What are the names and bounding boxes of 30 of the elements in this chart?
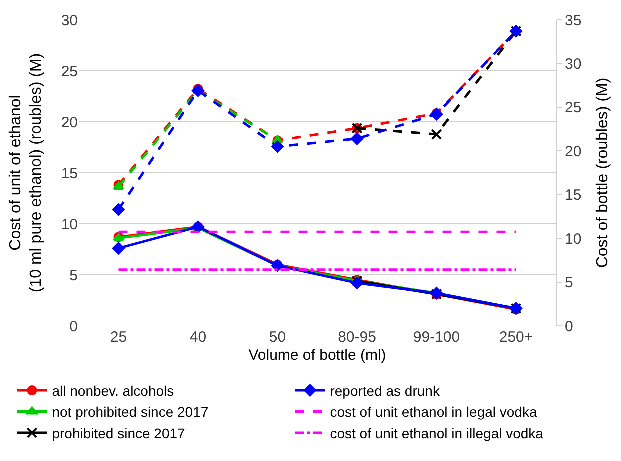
x-tick-label: 99-100 (413, 329, 460, 346)
legend-label: all nonbev. alcohols (52, 383, 174, 400)
y-tick-label: 30 (61, 12, 78, 30)
legend-label: cost of unit ethanol in legal vodka (330, 404, 538, 420)
x-tick-label: 50 (269, 329, 286, 346)
x-tick-label: 80-95 (338, 329, 376, 346)
y-tick-label: 0 (70, 318, 78, 336)
y-tick-label: 20 (61, 114, 78, 132)
legend-label: prohibited since 2017 (52, 425, 186, 442)
y2-tick-label: 15 (565, 187, 582, 204)
legend-label: reported as drunk (330, 383, 441, 400)
y2-tick-label: 30 (565, 56, 582, 73)
y2-tick-label: 35 (565, 12, 582, 30)
x-tick-label: 25 (110, 329, 128, 346)
legend-label: not prohibited since 2017 (52, 404, 209, 420)
x-axis-title: Volume of bottle (ml) (248, 347, 386, 364)
x-tick-label: 40 (190, 329, 207, 346)
legend-label: cost of unit ethanol in illegal vodka (330, 425, 544, 442)
y2-tick-label: 5 (565, 274, 574, 292)
y-axis-title: Cost of unit of ethanol (10 ml pure ethanol) (roubles) (M) (7, 53, 46, 293)
y2-axis-title: Cost of bottle (roubles) (M) (594, 78, 612, 268)
y2-tick-label: 10 (565, 230, 582, 248)
y-tick-label: 15 (61, 165, 78, 182)
y2-tick-label: 25 (565, 100, 582, 117)
x-tick-label: 250+ (499, 329, 534, 346)
y-tick-label: 5 (70, 267, 78, 284)
y2-tick-label: 0 (565, 318, 574, 336)
y2-tick-label: 20 (565, 143, 582, 160)
y-tick-label: 25 (61, 63, 78, 80)
y-tick-label: 10 (61, 216, 78, 234)
